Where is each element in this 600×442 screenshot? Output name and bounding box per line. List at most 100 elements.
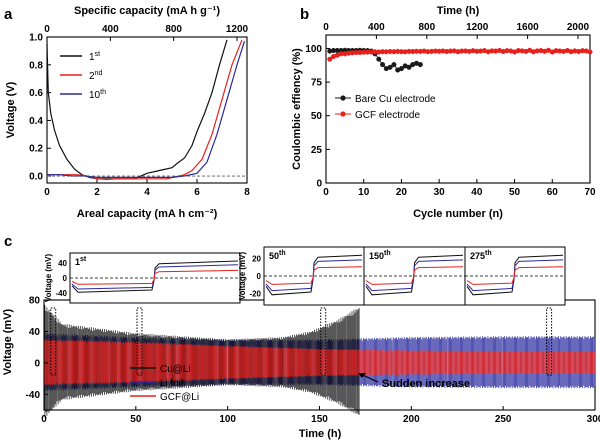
annotation-text: Sudden increase: [382, 378, 470, 390]
chart-c-y-label: Voltage (mV): [2, 308, 14, 375]
chart-c-legend-label: Cu@Li: [160, 364, 191, 375]
chart-a-legend-label: 2nd: [89, 70, 102, 82]
chart-c-y-tick-label: 40: [29, 327, 41, 338]
chart-b-x-tick-label: 0: [323, 187, 329, 198]
chart-c-y-tick-label: 80: [29, 296, 41, 307]
chart-c-x-tick-label: 250: [495, 414, 512, 425]
chart-b-point: [406, 64, 412, 70]
chart-b-legend-label: GCF electrode: [355, 110, 420, 121]
chart-a-y-tick-label: 1.0: [29, 33, 43, 44]
chart-a-y-tick-label: 0.8: [29, 60, 43, 71]
chart-c-inset-trace: [365, 266, 464, 285]
chart-b-legend-label: Bare Cu electrode: [355, 94, 436, 105]
chart-b-point: [391, 62, 397, 68]
chart-a-legend-label: 1st: [89, 51, 100, 63]
chart-b-x-tick-label: 30: [434, 187, 446, 198]
chart-b-x-tick-label: 50: [509, 187, 521, 198]
chart-b-point: [587, 49, 593, 55]
chart-a-x2-tick-label: 1200: [226, 24, 249, 35]
chart-b-y-label: Coulombic effiency (%): [291, 48, 303, 170]
chart-b-x2-tick-label: 1200: [466, 22, 489, 33]
chart-c-x-tick-label: 0: [41, 414, 47, 425]
chart-c-inset-y-tick-label: 0: [63, 274, 68, 283]
chart-b-x-tick-label: 20: [396, 187, 408, 198]
chart-b-x2-tick-label: 0: [323, 22, 329, 33]
chart-b-point: [417, 62, 423, 68]
chart-c-annotation: Sudden increase: [358, 373, 470, 390]
chart-a: 0 2 4 6 80.00.20.40.60.81.00 400 800 1200 1st2n…: [5, 5, 250, 220]
chart-a-legend: 1st 2nd 10th: [60, 51, 106, 101]
chart-a-y-tick-label: 0.4: [29, 116, 43, 127]
chart-b-legend-marker: [340, 111, 346, 117]
chart-a-series-3: [47, 41, 246, 178]
chart-a-y-label: Voltage (V): [5, 81, 17, 138]
chart-a-y-tick-label: 0.6: [29, 88, 43, 99]
chart-a-series-1: [46, 39, 228, 180]
chart-c-legend-label: GCF@Li: [160, 392, 199, 403]
chart-c-inset-label: 50th: [269, 250, 286, 261]
chart-b-x2-tick-label: 1600: [516, 22, 539, 33]
chart-b-x2-label: Time (h): [437, 5, 480, 17]
chart-c-x-tick-label: 150: [311, 414, 328, 425]
chart-a-x2-tick-label: 0: [44, 24, 50, 35]
chart-b-y-tick-label: 50: [311, 111, 323, 122]
chart-a-frame: [46, 36, 248, 184]
chart-a-x-tick-label: 0: [44, 187, 50, 198]
chart-a-x2-tick-label: 400: [102, 24, 119, 35]
chart-c-x-tick-label: 200: [403, 414, 420, 425]
chart-b-x-tick-label: 40: [471, 187, 483, 198]
panel-label-b: b: [300, 6, 309, 23]
chart-c-x-label: Time (h): [299, 428, 342, 440]
chart-b-point: [380, 62, 386, 68]
chart-c-inset-trace: [265, 266, 363, 285]
chart-b-x-tick-label: 60: [547, 187, 559, 198]
chart-a-x2-label: Specific capacity (mA h g⁻¹): [74, 5, 220, 17]
chart-c-inset-y-tick-label: -40: [55, 289, 67, 298]
chart-c-inset-y-tick-label: 20: [252, 255, 261, 264]
chart-b-point: [398, 66, 404, 72]
chart-c-inset-trace: [466, 266, 564, 285]
chart-b-x2-tick-label: 400: [368, 22, 385, 33]
chart-b-x2-tick-label: 800: [418, 22, 435, 33]
chart-b-point: [387, 64, 393, 70]
chart-c-inset-y-label: Voltage (mV): [238, 252, 247, 301]
chart-c-x-tick-label: 50: [130, 414, 142, 425]
chart-c-inset-y-tick-label: 0: [257, 272, 262, 281]
chart-c-legend-label: Li foil: [160, 378, 183, 389]
panel-label-c: c: [4, 233, 12, 250]
chart-b-x-tick-label: 10: [358, 187, 370, 198]
chart-c-inset-trace: [71, 269, 239, 285]
chart-c-inset-label: 275th: [470, 250, 492, 261]
chart-b-x-tick-label: 70: [584, 187, 596, 198]
chart-a-y-tick-label: 0.0: [29, 172, 43, 183]
chart-a-x-tick-label: 6: [194, 187, 200, 198]
chart-b-legend-marker: [340, 95, 346, 101]
chart-b-point: [376, 56, 382, 62]
chart-c-x-tick-label: 300: [587, 414, 600, 425]
panel-label-a: a: [4, 6, 13, 23]
chart-b-x-label: Cycle number (n): [413, 208, 503, 220]
chart-b-legend: Bare Cu electrode GCF electrode: [335, 94, 436, 121]
chart-c-inset-label: 150th: [369, 250, 391, 261]
chart-a-x-tick-label: 2: [94, 187, 100, 198]
chart-a-legend-label: 10th: [89, 89, 106, 101]
chart-c-legend: Cu@Li Li foil GCF@Li: [130, 364, 199, 403]
chart-a-series-2: [47, 39, 243, 181]
chart-c-x-tick-label: 100: [219, 414, 236, 425]
chart-a-x-tick-label: 4: [144, 187, 150, 198]
chart-c-inset-label: 1st: [75, 256, 87, 267]
chart-b-y-tick-label: 100: [305, 44, 322, 55]
chart-c-y-tick-label: 0: [34, 358, 40, 369]
chart-b-x2-tick-label: 2000: [567, 22, 590, 33]
chart-c-inset-y-tick-label: 40: [58, 259, 67, 268]
chart-a-y-tick-label: 0.2: [29, 144, 43, 155]
chart-b-y-tick-label: 0: [316, 179, 322, 190]
chart-b-y-tick-label: 25: [311, 145, 323, 156]
chart-c-series-3: [44, 339, 596, 386]
chart-b-point: [327, 56, 333, 62]
chart-b-frame: [325, 34, 591, 184]
chart-a-x2-tick-label: 800: [165, 24, 182, 35]
chart-a-x-label: Areal capacity (mA h cm⁻²): [77, 208, 218, 220]
